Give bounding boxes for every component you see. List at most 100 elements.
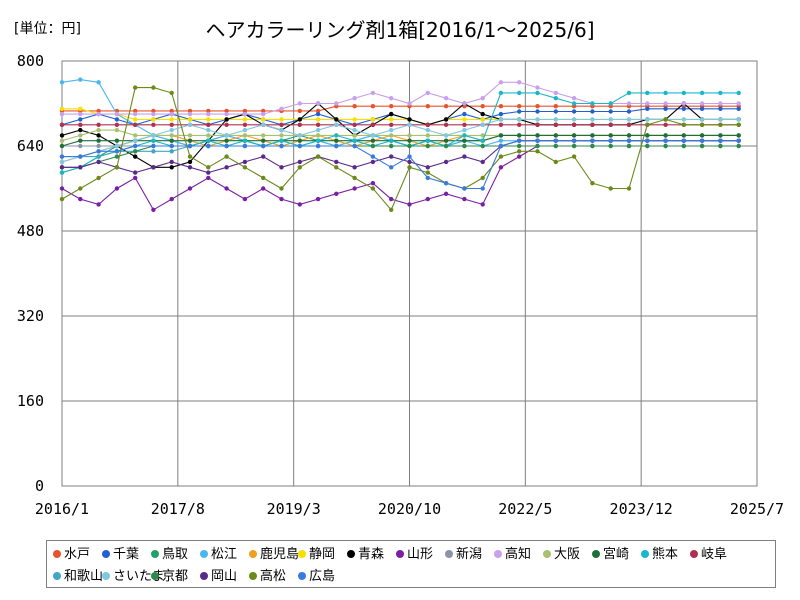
data-point [571,154,577,159]
data-point [297,101,302,106]
legend-item: 宮崎 [592,543,629,562]
data-point [59,159,65,165]
data-point [425,133,430,138]
data-point [96,138,101,143]
x-tick-label: 2017/8 [151,500,205,518]
data-point [59,122,65,128]
data-point [389,127,394,133]
data-point [242,108,248,114]
data-point [553,159,558,165]
data-point [517,90,522,96]
data-point [78,127,83,133]
data-point [425,90,430,96]
plot-frame [61,60,758,487]
legend-item: 大阪 [543,543,580,562]
data-point [169,196,174,202]
data-point [718,133,723,138]
data-point [443,191,449,196]
data-point [187,122,193,128]
data-point [187,111,193,117]
data-point [59,165,65,170]
data-point [699,90,705,96]
series-18 [59,138,741,175]
data-point [663,122,668,128]
data-point [498,165,504,170]
data-point [389,143,394,149]
legend-label: 鹿児島 [260,547,300,562]
data-point [261,186,266,191]
data-point [443,122,449,128]
legend-item: 和歌山 [53,565,103,584]
data-point [407,117,412,122]
series-line [61,134,739,147]
data-point [352,127,357,133]
data-point [462,117,467,122]
legend-marker [249,571,257,580]
data-point [681,117,686,122]
data-point [133,122,138,128]
data-point [517,143,522,149]
data-point [681,90,686,96]
data-point [663,106,668,112]
data-point [590,117,595,122]
data-point [59,133,65,138]
data-point [389,154,394,159]
data-point [407,101,412,106]
data-point [517,154,522,159]
data-point [718,122,723,128]
data-point [261,117,266,122]
legend-label: 大阪 [554,547,581,562]
data-point [681,106,686,112]
data-point [699,143,705,149]
legend-item: 京都 [151,565,188,584]
data-point [96,133,101,138]
data-point [315,111,321,117]
data-point [389,111,394,117]
data-point [462,138,467,143]
data-point [169,165,174,170]
data-point [151,117,156,122]
data-point [133,175,138,181]
data-point [78,154,83,159]
data-point [553,133,558,138]
data-point [370,133,376,138]
data-point [498,143,504,149]
data-point [517,133,522,138]
data-point [352,122,357,128]
data-point [261,133,266,138]
data-point [736,122,741,128]
data-point [261,143,266,149]
data-point [297,202,302,207]
data-point [718,117,723,122]
data-point [279,106,284,112]
legend-label: 岐阜 [701,547,728,562]
data-point [224,154,229,159]
data-point [663,90,668,96]
data-point [206,117,211,122]
data-point [133,170,138,175]
data-point [78,186,83,191]
data-point [224,186,229,191]
data-point [151,133,156,138]
legend-label: 水戸 [64,547,91,562]
data-point [480,159,485,165]
series-line [61,118,739,163]
legend-marker [347,549,355,558]
data-point [206,170,211,175]
data-point [425,138,430,143]
data-point [370,122,376,128]
data-point [187,117,193,122]
y-tick-label: 320 [17,307,44,325]
data-point [407,159,412,165]
data-point [114,149,120,154]
data-point [169,127,174,133]
legend-item: 岡山 [200,565,237,584]
data-point [96,122,101,128]
series-19 [59,85,741,212]
data-point [498,138,504,143]
data-point [389,207,394,212]
data-point [480,202,485,207]
legend-label: 宮崎 [603,547,630,562]
data-point [78,196,83,202]
legend-marker [690,549,698,558]
